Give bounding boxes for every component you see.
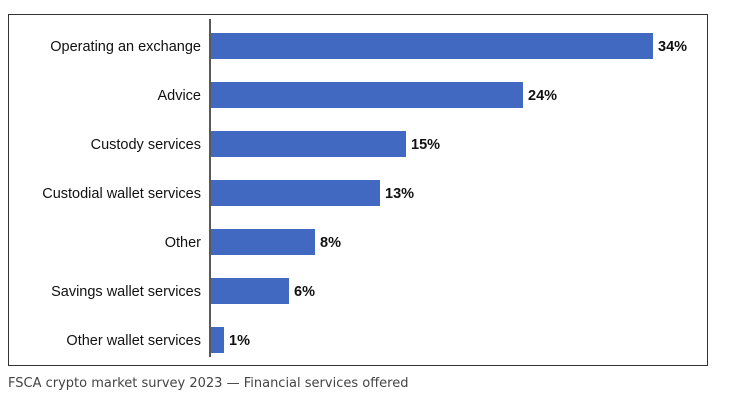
- category-label-2: Custody services: [91, 137, 201, 153]
- value-label-2: 15%: [411, 137, 440, 153]
- bar-1: [211, 82, 523, 108]
- category-label-5: Savings wallet services: [51, 284, 201, 300]
- category-label-4: Other: [165, 235, 201, 251]
- value-label-3: 13%: [385, 186, 414, 202]
- bar-4: [211, 229, 315, 255]
- chart-frame: Operating an exchange 34% Advice 24% Custody…: [8, 14, 708, 366]
- value-label-1: 24%: [528, 88, 557, 104]
- value-label-6: 1%: [229, 333, 250, 349]
- bar-2: [211, 131, 406, 157]
- value-label-4: 8%: [320, 235, 341, 251]
- bar-6: [211, 327, 224, 353]
- value-label-5: 6%: [294, 284, 315, 300]
- figure-caption: FSCA crypto market survey 2023 — Financi…: [8, 376, 409, 391]
- value-label-0: 34%: [658, 39, 687, 55]
- category-label-0: Operating an exchange: [50, 39, 201, 55]
- bar-5: [211, 278, 289, 304]
- category-label-6: Other wallet services: [66, 333, 201, 349]
- bars-layer: Operating an exchange 34% Advice 24% Custody…: [42, 33, 687, 353]
- bar-chart: Operating an exchange 34% Advice 24% Custody…: [42, 19, 687, 357]
- bar-0: [211, 33, 653, 59]
- bar-3: [211, 180, 380, 206]
- category-label-1: Advice: [157, 88, 201, 104]
- category-label-3: Custodial wallet services: [42, 186, 201, 202]
